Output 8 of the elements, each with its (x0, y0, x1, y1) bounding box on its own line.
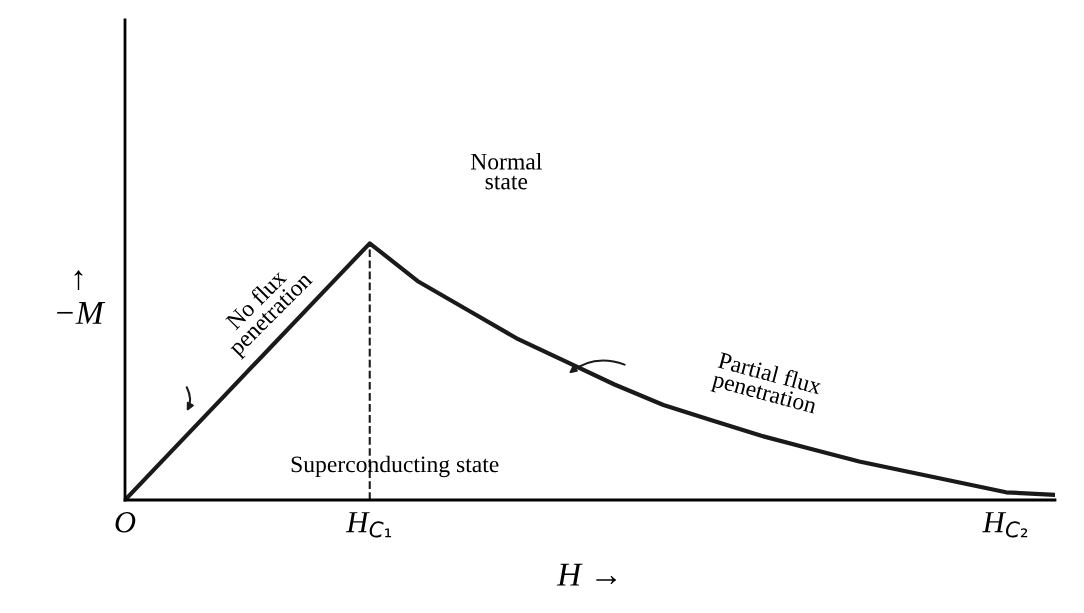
x-axis-title: H → (556, 563, 617, 586)
annotation: Partial flux penetration (710, 351, 823, 419)
x-tick-label: H$_{C₂}$ (982, 512, 1028, 538)
x-tick-label: H$_{C₁}$ (346, 512, 392, 538)
annotation: Superconducting state (291, 455, 499, 478)
text: Normal state (470, 153, 542, 190)
y-axis-title: ↑ −M (57, 270, 106, 324)
x-tick-label: O (115, 512, 136, 533)
